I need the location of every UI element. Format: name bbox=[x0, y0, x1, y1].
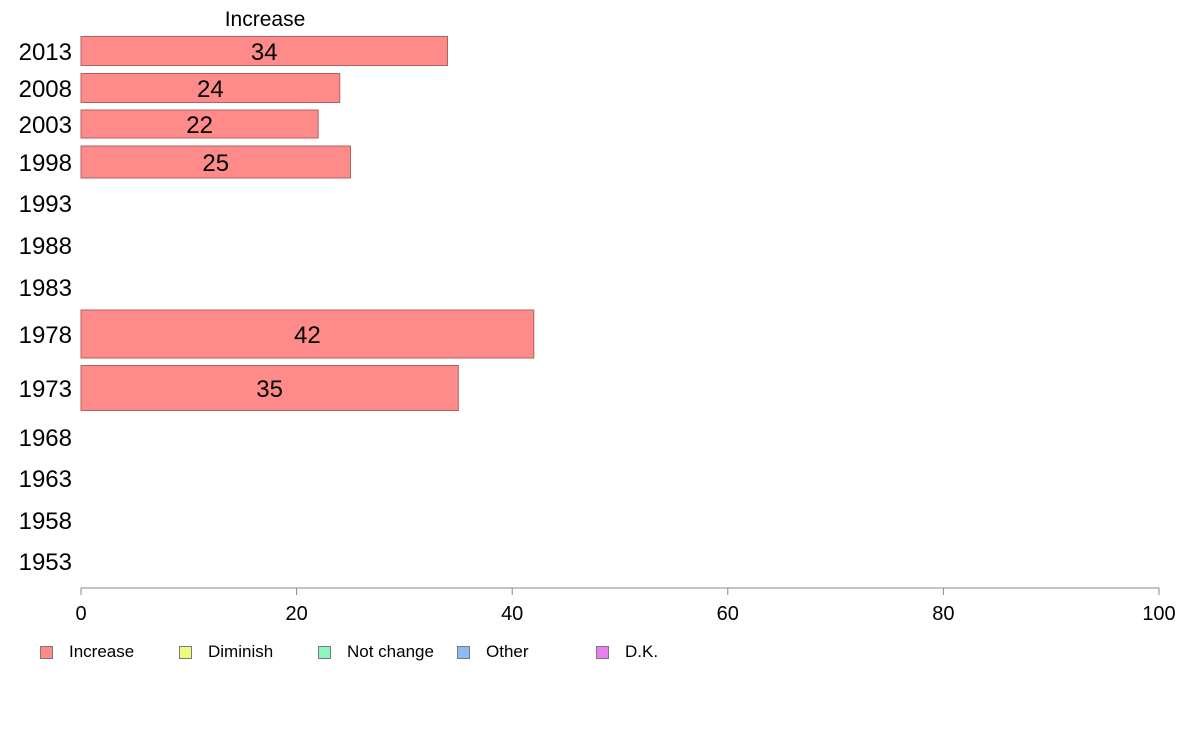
x-tick-label-80: 80 bbox=[932, 603, 954, 625]
bar-value-label-2008: 24 bbox=[197, 76, 224, 103]
legend-label-dk: D.K. bbox=[625, 642, 659, 661]
legend-item-diminish: Diminish bbox=[179, 642, 273, 662]
bar-value-label-1998: 25 bbox=[202, 150, 229, 177]
category-label-1978: 1978 bbox=[19, 322, 72, 349]
category-labels: 2013 2008 2003 1998 1993 1988 1983 1978 1973 1968… bbox=[19, 39, 72, 576]
category-label-1998: 1998 bbox=[19, 150, 72, 177]
category-label-1963: 1963 bbox=[19, 466, 72, 493]
x-tick-label-40: 40 bbox=[501, 603, 523, 625]
x-axis: 0 20 40 60 80 100 bbox=[75, 587, 1176, 625]
legend-label-increase: Increase bbox=[69, 642, 135, 661]
category-label-1958: 1958 bbox=[19, 508, 72, 535]
x-tick-label-100: 100 bbox=[1142, 603, 1175, 625]
bar-2008 bbox=[80, 73, 341, 103]
legend-item-other: Other bbox=[457, 642, 529, 662]
bar-1998 bbox=[80, 145, 351, 179]
category-label-1988: 1988 bbox=[19, 233, 72, 260]
bar-value-label-1973: 35 bbox=[256, 376, 283, 403]
bar-1978 bbox=[80, 309, 535, 359]
legend-swatch-other bbox=[457, 645, 470, 659]
bar-value-label-2013: 34 bbox=[251, 39, 278, 66]
x-tick-label-20: 20 bbox=[285, 603, 307, 625]
category-label-2003: 2003 bbox=[19, 112, 72, 139]
legend-label-not-change: Not change bbox=[347, 642, 434, 661]
panel-title: Increase bbox=[225, 8, 306, 31]
legend-item-increase: Increase bbox=[40, 642, 134, 662]
legend-swatch-increase bbox=[40, 645, 53, 659]
x-tick-label-60: 60 bbox=[717, 603, 739, 625]
legend-label-other: Other bbox=[486, 642, 529, 661]
legend-swatch-not-change bbox=[318, 645, 331, 659]
category-label-2008: 2008 bbox=[19, 76, 72, 103]
bar-value-label-2003: 22 bbox=[186, 112, 213, 139]
category-label-1973: 1973 bbox=[19, 376, 72, 403]
legend-item-dk: D.K. bbox=[596, 642, 658, 662]
x-tick-label-0: 0 bbox=[75, 603, 86, 625]
legend-item-not-change: Not change bbox=[318, 642, 434, 662]
legend-swatch-dk bbox=[596, 645, 609, 659]
legend-label-diminish: Diminish bbox=[208, 642, 274, 661]
bars: 34 24 22 25 42 35 bbox=[80, 36, 535, 411]
bar-value-label-1978: 42 bbox=[294, 322, 321, 349]
bar-2013 bbox=[80, 36, 449, 66]
bar-2003 bbox=[80, 109, 319, 139]
legend: Increase Diminish Not change Other D.K. bbox=[40, 642, 740, 662]
category-label-1968: 1968 bbox=[19, 425, 72, 452]
category-label-2013: 2013 bbox=[19, 39, 72, 66]
bar-1973 bbox=[80, 365, 459, 411]
category-label-1953: 1953 bbox=[19, 549, 72, 576]
category-label-1983: 1983 bbox=[19, 275, 72, 302]
category-label-1993: 1993 bbox=[19, 191, 72, 218]
legend-swatch-diminish bbox=[179, 645, 192, 659]
